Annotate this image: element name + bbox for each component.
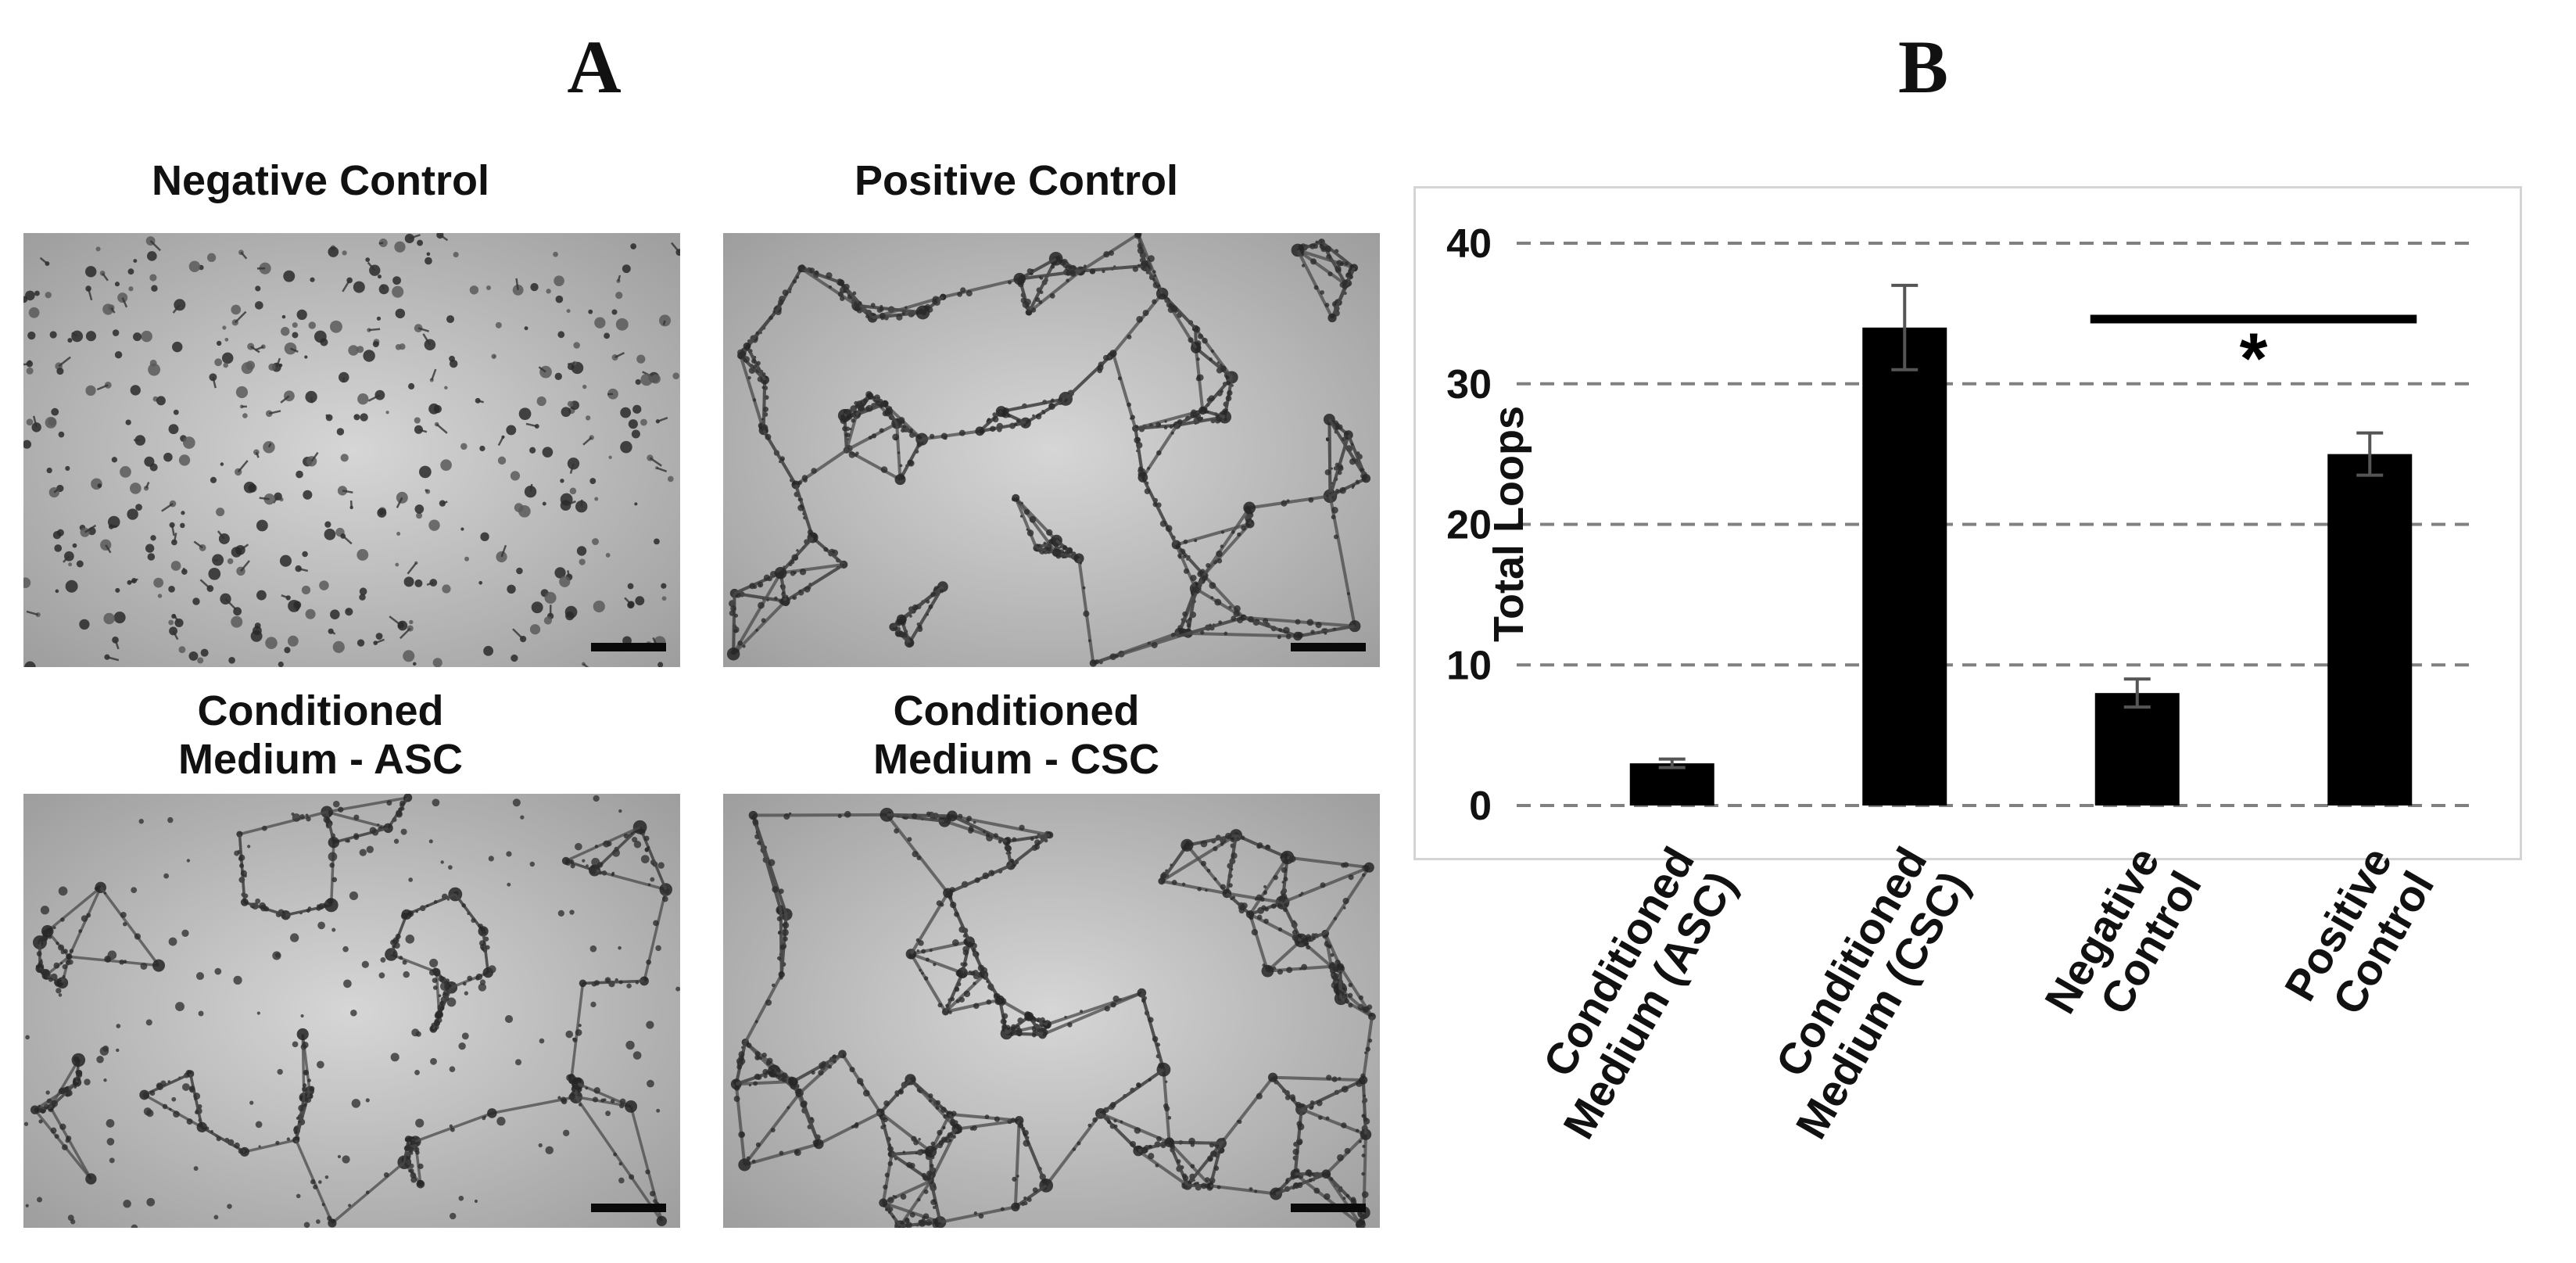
- micrograph-positive-control: [723, 233, 1380, 667]
- bar: [2327, 454, 2413, 806]
- micrograph-texture: [723, 233, 1380, 667]
- micrograph-texture: [23, 233, 680, 667]
- panel-a-letter: A: [567, 25, 622, 109]
- micrograph-texture: [23, 794, 680, 1228]
- micrograph-negative-control: [23, 233, 680, 667]
- scale-bar: [1291, 1204, 1366, 1212]
- micrograph-texture: [723, 794, 1380, 1228]
- y-tick-label: 40: [1446, 221, 1492, 267]
- significance-asterisk: *: [2240, 319, 2268, 399]
- scale-bar: [1291, 643, 1366, 651]
- x-category-label: ConditionedMedium (ASC): [1511, 839, 1746, 1147]
- scale-bar: [591, 643, 666, 651]
- y-tick-label: 30: [1446, 362, 1492, 407]
- bar: [1862, 327, 1947, 806]
- y-tick-label: 20: [1446, 503, 1492, 548]
- x-category-label: NegativeControl: [2035, 839, 2211, 1046]
- image-title-positive-control: Positive Control: [854, 157, 1179, 204]
- y-tick-label: 10: [1446, 643, 1492, 688]
- micrograph-conditioned-asc: [23, 794, 680, 1228]
- x-category-label: ConditionedMedium (CSC): [1744, 839, 1979, 1147]
- image-title-negative-control: Negative Control: [151, 157, 490, 204]
- bar: [2094, 693, 2180, 806]
- y-axis-label: Total Loops: [1485, 406, 1532, 642]
- micrograph-conditioned-csc: [723, 794, 1380, 1228]
- y-tick-label: 0: [1469, 784, 1492, 829]
- image-title-conditioned-asc: Conditioned Medium - ASC: [178, 687, 463, 784]
- scale-bar: [591, 1204, 666, 1212]
- bar: [1629, 763, 1714, 806]
- x-category-label: PositiveControl: [2275, 839, 2444, 1033]
- panel-b-letter: B: [1897, 25, 1949, 109]
- image-title-conditioned-csc: Conditioned Medium - CSC: [872, 687, 1159, 784]
